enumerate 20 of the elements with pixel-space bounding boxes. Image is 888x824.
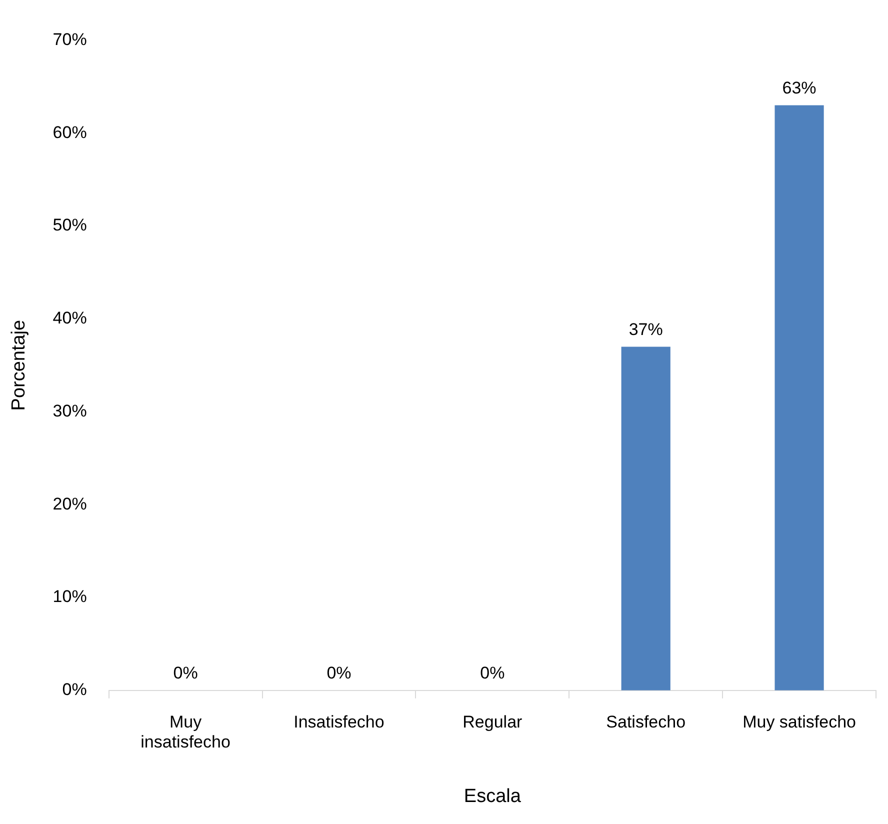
x-tick-label: Insatisfecho [294, 712, 384, 732]
y-tick-label: 40% [52, 308, 87, 328]
x-tick-label: Muy satisfecho [742, 712, 856, 732]
data-label: 0% [326, 664, 352, 683]
data-label: 63% [782, 78, 816, 98]
x-tick-label: Regular [462, 712, 523, 732]
y-axis-title: Porcentaje [8, 320, 30, 411]
data-label: 0% [173, 664, 198, 683]
x-tick-label: Muy insatisfecho [140, 712, 230, 752]
y-tick-label: 10% [52, 587, 87, 606]
y-tick-label: 50% [52, 216, 87, 235]
x-axis-title: Escala [464, 786, 522, 807]
y-tick-label: 30% [52, 401, 87, 420]
y-tick-label: 0% [62, 680, 87, 700]
data-label: 37% [628, 320, 663, 339]
y-tick-label: 60% [52, 122, 87, 142]
x-tick-label: Satisfecho [606, 712, 686, 732]
data-label: 0% [480, 664, 505, 683]
y-tick-label: 70% [52, 30, 87, 49]
y-tick-label: 20% [52, 494, 87, 514]
